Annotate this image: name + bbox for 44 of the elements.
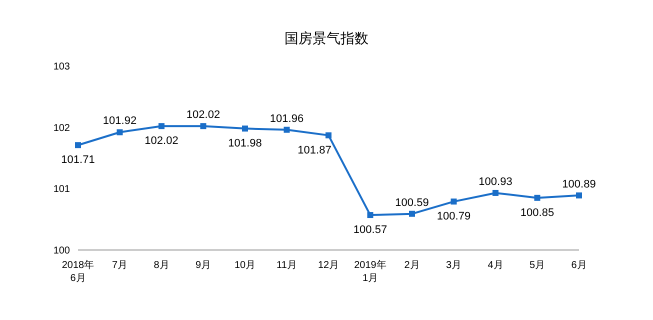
- data-label: 100.57: [353, 224, 388, 236]
- point: [450, 198, 457, 205]
- x-tick-label: 5月: [529, 260, 546, 271]
- y-tick-label: 102: [53, 122, 70, 134]
- y-tick-label: 101: [53, 184, 70, 196]
- x-tick-label: 11月: [276, 260, 297, 271]
- point: [242, 126, 248, 132]
- data-label: 100.79: [436, 210, 471, 223]
- point: [200, 123, 206, 130]
- point: [116, 129, 123, 136]
- point: [75, 142, 81, 148]
- data-label: 100.89: [562, 178, 596, 190]
- data-label: 101.96: [270, 112, 304, 125]
- x-tick-label: 2月: [404, 260, 420, 271]
- x-tick-label: 2018年 6月: [62, 259, 94, 284]
- x-tick-label: 3月: [446, 260, 462, 271]
- point: [492, 190, 498, 196]
- point: [367, 212, 374, 218]
- chart-title: 国房景气指数: [284, 30, 370, 48]
- point: [326, 132, 332, 138]
- x-tick-label: 10月: [234, 260, 256, 271]
- x-tick-label: 12月: [318, 260, 340, 271]
- x-tick-label: 4月: [488, 260, 504, 271]
- x-tick-label: 2019年 1月: [354, 259, 386, 284]
- point: [158, 123, 164, 130]
- data-label: 101.87: [298, 144, 332, 156]
- y-tick-label: 103: [53, 62, 70, 73]
- point: [409, 210, 415, 217]
- data-label: 100.85: [520, 206, 554, 219]
- point: [284, 126, 290, 133]
- x-tick-label: 8月: [154, 260, 170, 271]
- x-tick-label: 6月: [571, 260, 587, 271]
- data-label: 101.98: [228, 138, 262, 150]
- data-label: 101.92: [102, 115, 137, 128]
- data-label: 100.59: [395, 196, 429, 209]
- point: [534, 194, 540, 201]
- x-tick-label: 9月: [195, 260, 212, 271]
- data-label: 101.71: [61, 154, 95, 166]
- x-tick-label: 7月: [112, 260, 128, 271]
- data-label: 102.02: [186, 109, 220, 122]
- point: [576, 192, 582, 198]
- y-tick-label: 100: [53, 246, 70, 257]
- data-label: 100.93: [478, 176, 512, 188]
- data-label: 102.02: [144, 135, 178, 148]
